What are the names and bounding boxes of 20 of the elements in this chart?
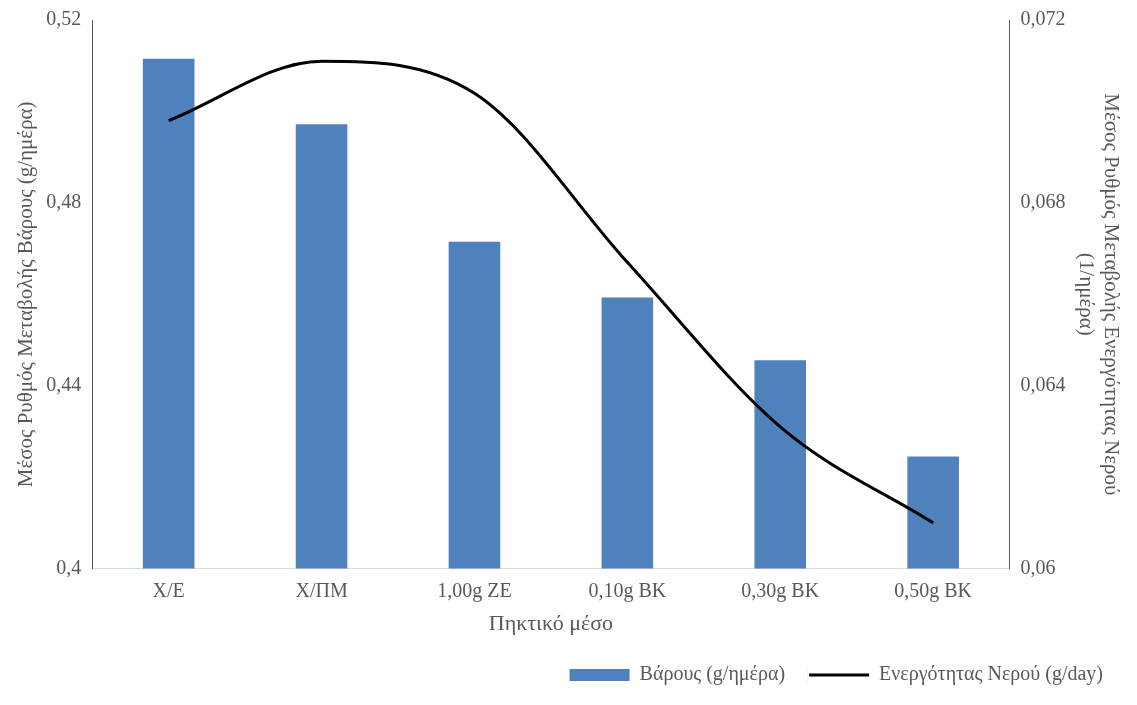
y-axis-title: Μέσος Ρυθμός Μεταβολής Βάρους (g/ημέρα) <box>13 101 38 488</box>
x-axis-title: Πηκτικό μέσο <box>488 609 614 635</box>
line-series <box>167 59 935 525</box>
y2-axis-title: Μέσος Ρυθμός Μεταβολής Ενεργότητας Νερού (1/ημέρα) <box>1074 93 1124 496</box>
y-tick-label: 0,44 <box>46 372 82 395</box>
y2-tick-label: 0,072 <box>1020 7 1066 30</box>
x-tick-label: Χ/ΠΜ <box>295 578 348 601</box>
y-tick-label: 0,52 <box>46 7 82 30</box>
x-tick-label: Χ/Ε <box>152 578 185 601</box>
y-tick-label: 0,48 <box>46 190 82 213</box>
x-tick-label: 0,10g BK <box>588 578 667 602</box>
x-tick-label: 0,50g BK <box>894 578 973 602</box>
legend-label: Βάρους (g/ημέρα) <box>639 662 786 686</box>
x-tick-label: 0,30g BK <box>741 578 820 602</box>
legend-label: Ενεργότητας Νερού (g/day) <box>879 662 1103 686</box>
y2-tick-label: 0,068 <box>1020 190 1066 213</box>
y-tick-label: 0,4 <box>56 555 82 578</box>
x-tick-label: 1,00g ZE <box>437 578 512 602</box>
y2-tick-label: 0,064 <box>1020 372 1066 395</box>
y2-tick-label: 0,06 <box>1020 555 1056 578</box>
